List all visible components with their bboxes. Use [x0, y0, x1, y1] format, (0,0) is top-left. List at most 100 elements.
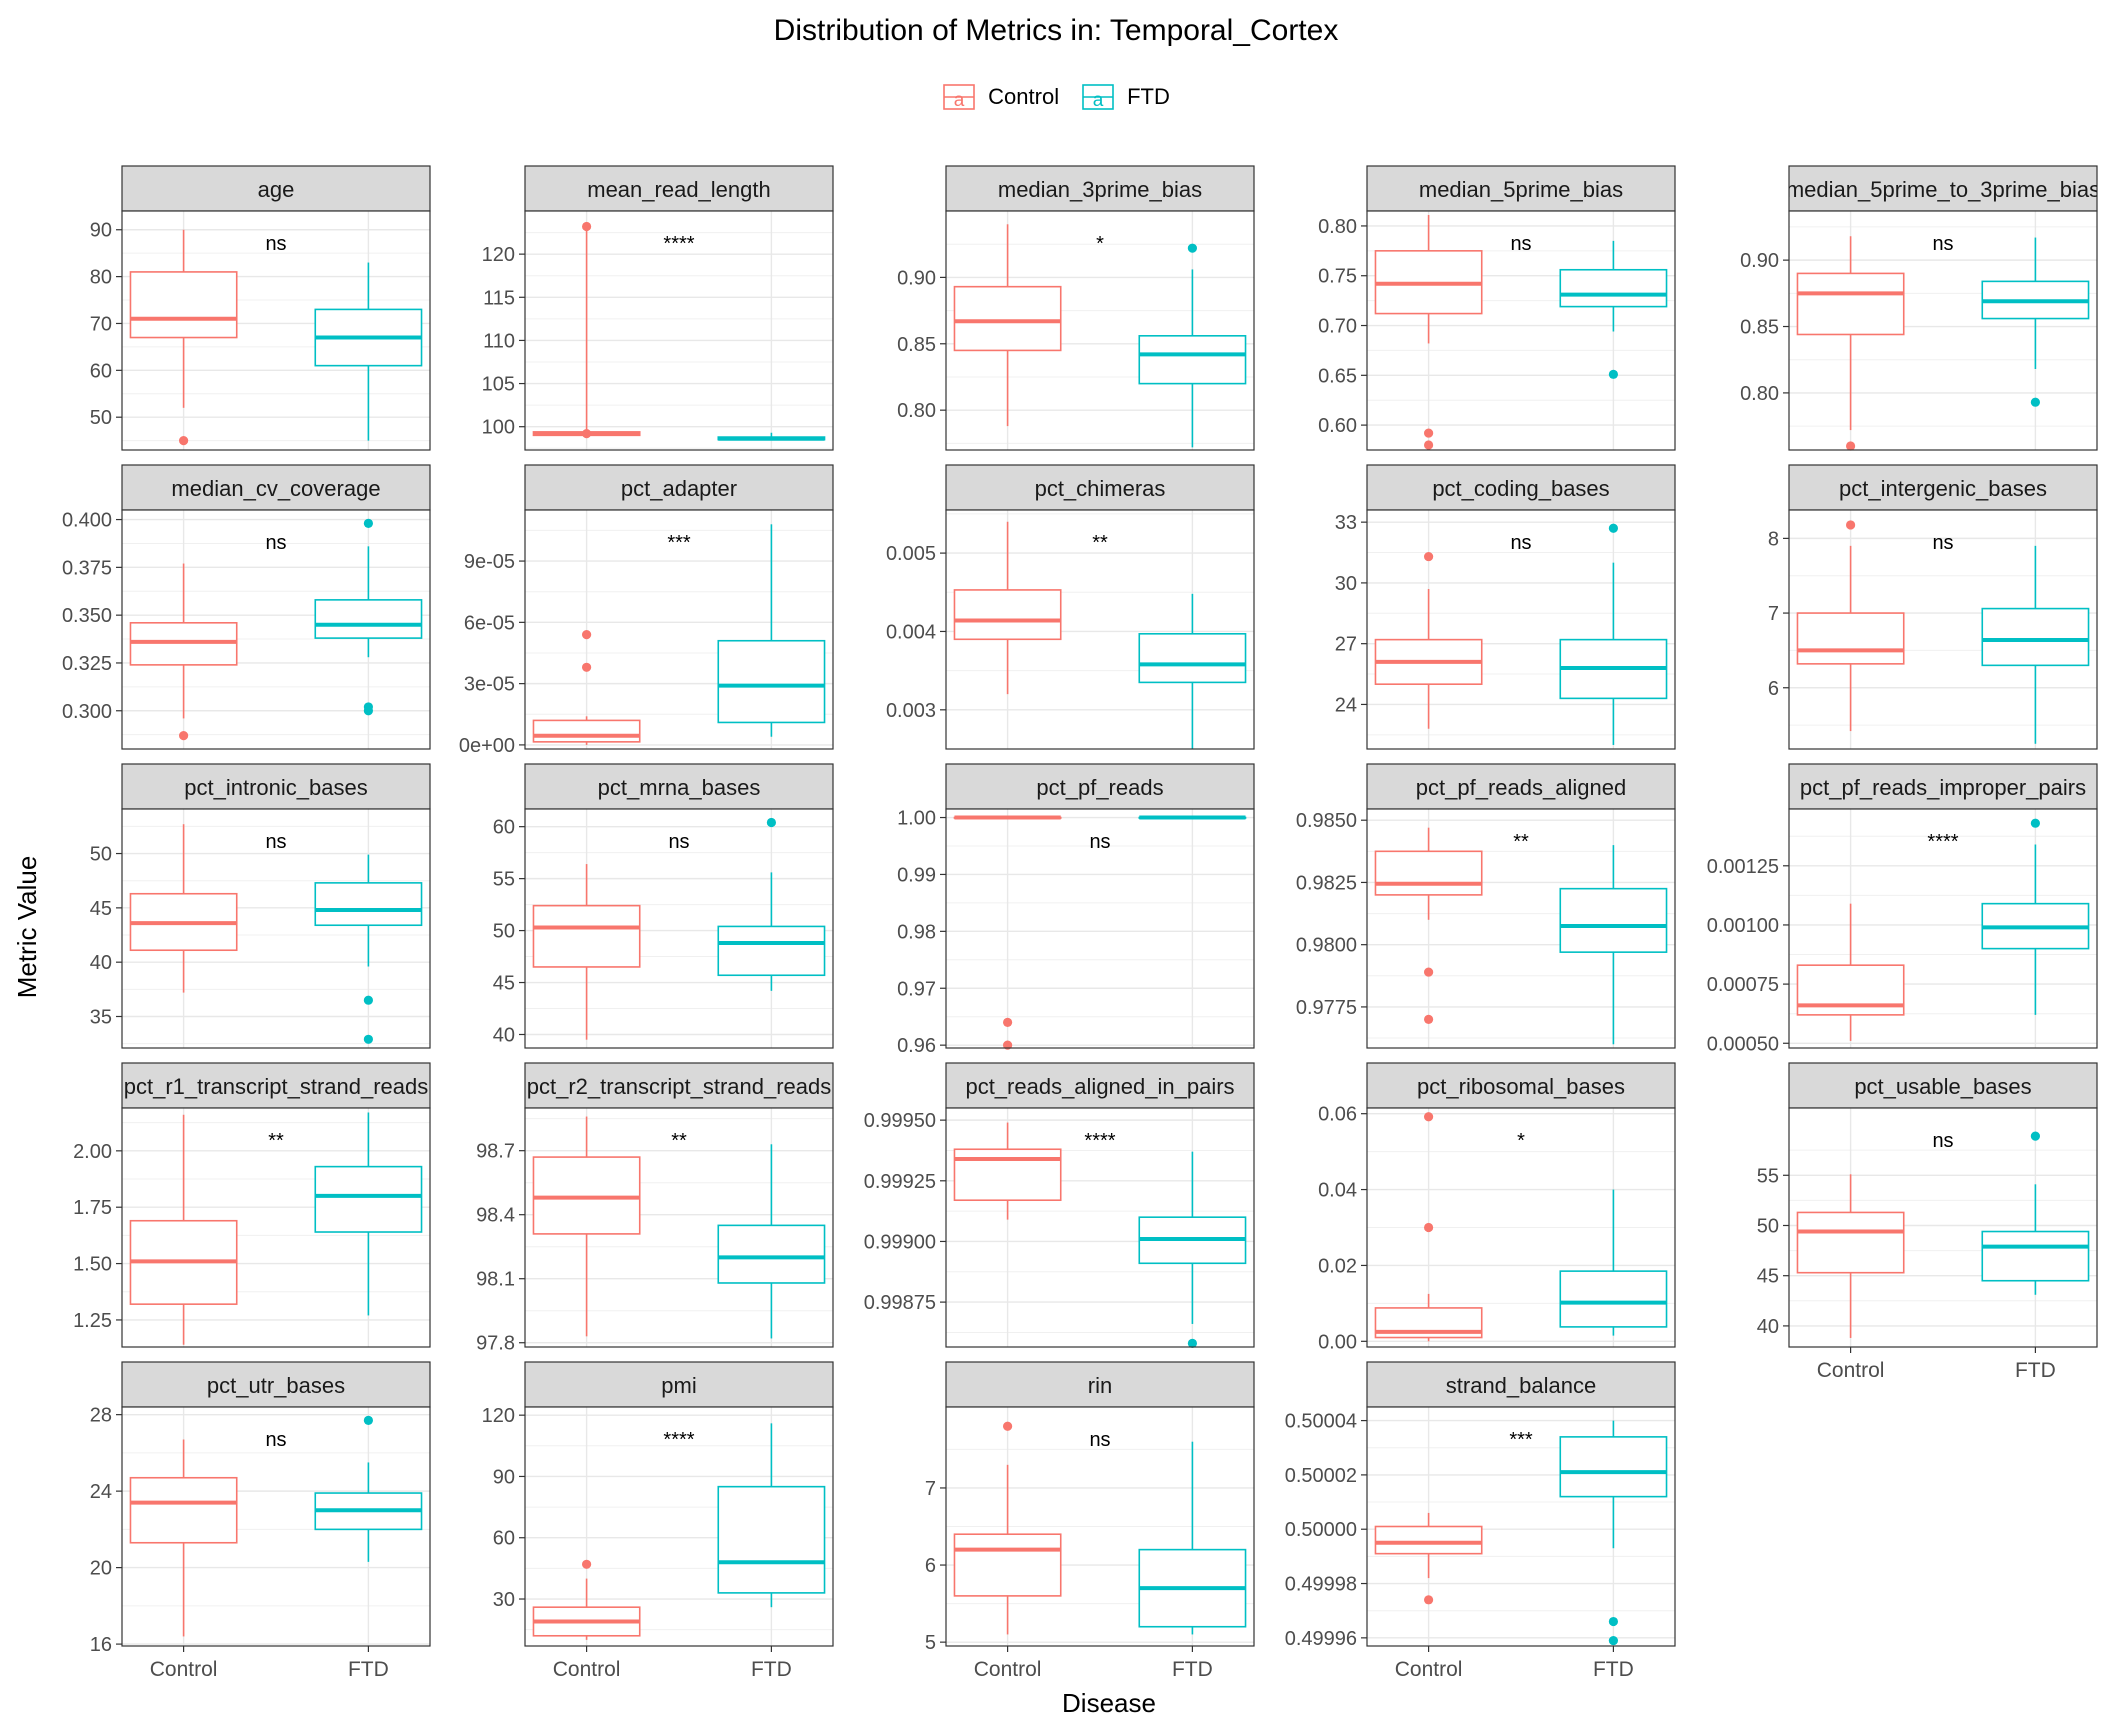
facet-strip-label: median_5prime_bias — [1419, 177, 1623, 202]
panel-border — [945, 1406, 1255, 1647]
box-control — [129, 563, 238, 741]
box-control — [1374, 827, 1483, 1024]
significance-label: ns — [1510, 233, 1531, 255]
facet-strip-label: pct_mrna_bases — [598, 775, 761, 800]
box-iqr — [953, 285, 1062, 352]
box-ftd — [1981, 818, 2090, 1015]
significance-label: ** — [268, 1130, 284, 1152]
box-iqr — [1374, 1525, 1483, 1555]
outlier-point — [1003, 1421, 1013, 1431]
y-tick-label: 35 — [90, 1006, 112, 1028]
facet-strip — [524, 1361, 834, 1408]
y-tick-label: 120 — [482, 244, 515, 266]
significance-label: ns — [265, 532, 286, 554]
y-tick-label: 0.99950 — [864, 1110, 936, 1132]
y-tick-label: 0.400 — [62, 510, 112, 532]
x-tick-label: Control — [974, 1658, 1042, 1681]
panel-background — [525, 211, 833, 450]
legend-label-ftd: FTD — [1127, 84, 1170, 109]
outlier-point — [1846, 441, 1856, 451]
x-tick-label: Control — [1817, 1359, 1885, 1382]
facet-strip — [121, 165, 431, 212]
facet-panels: agens5060708090mean_read_length****10010… — [62, 165, 2098, 1681]
facet-strip — [1366, 763, 1676, 810]
y-tick-label: 28 — [90, 1405, 112, 1427]
facet-strip — [121, 1361, 431, 1408]
box-ftd — [314, 262, 423, 441]
box-ftd — [717, 1423, 826, 1608]
outlier-point — [2030, 397, 2040, 407]
outlier-point — [582, 1559, 592, 1569]
box-ftd — [1138, 1441, 1247, 1635]
box-iqr — [1559, 1270, 1668, 1328]
y-tick-label: 40 — [90, 952, 112, 974]
significance-label: ns — [1510, 532, 1531, 554]
box-control — [532, 864, 641, 1040]
box-iqr — [532, 904, 641, 968]
facet-strip-label: pct_utr_bases — [207, 1373, 345, 1398]
y-tick-label: 100 — [482, 417, 515, 439]
panel-background — [1367, 510, 1675, 749]
y-tick-label: 0.50000 — [1285, 1519, 1357, 1541]
outlier-point — [1187, 243, 1197, 253]
box-ftd — [717, 524, 826, 737]
facet-strip-label: rin — [1088, 1373, 1112, 1398]
y-tick-label: 55 — [493, 869, 515, 891]
y-tick-label: 0.50004 — [1285, 1411, 1357, 1433]
y-tick-label: 7 — [925, 1478, 936, 1500]
y-tick-label: 0.80 — [1318, 216, 1357, 238]
panel-border — [1788, 1107, 2098, 1348]
outlier-point — [1846, 520, 1856, 530]
facet-pct-chimeras: pct_chimeras ** 0.003 0.004 0.005 — [886, 464, 1255, 750]
box-ftd — [1981, 237, 2090, 407]
y-tick-label: 0.70 — [1318, 316, 1357, 338]
y-tick-label: 40 — [1757, 1316, 1779, 1338]
y-tick-label: 98.7 — [476, 1141, 515, 1163]
y-tick-label: 1.50 — [73, 1254, 112, 1276]
y-tick-label: 45 — [1757, 1266, 1779, 1288]
panel-border — [945, 1107, 1255, 1348]
y-tick-label: 0.00 — [1318, 1331, 1357, 1353]
y-tick-label: 45 — [90, 898, 112, 920]
box-control — [953, 521, 1062, 695]
significance-label: *** — [1509, 1429, 1533, 1451]
y-tick-label: 9e-05 — [464, 551, 515, 573]
legend-key-ftd: a — [1081, 82, 1115, 112]
y-tick-label: 0.005 — [886, 543, 936, 565]
facet-strip — [121, 464, 431, 511]
box-iqr — [1559, 887, 1668, 953]
significance-label: **** — [1927, 831, 1958, 853]
y-tick-label: 30 — [493, 1589, 515, 1611]
y-tick-label: 30 — [1335, 573, 1357, 595]
y-tick-label: 0.49996 — [1285, 1628, 1357, 1650]
y-tick-label: 97.8 — [476, 1333, 515, 1355]
facet-pct-r1-transcript-strand-reads: pct_r1_transcript_strand_reads ** 1.25 1.50… — [73, 1062, 431, 1348]
facet-strip — [1788, 1062, 2098, 1109]
box-control — [532, 1116, 641, 1337]
facet-strip-label: pct_r1_transcript_strand_reads — [124, 1074, 429, 1099]
y-tick-label: 0.60 — [1318, 415, 1357, 437]
y-tick-label: 0.375 — [62, 557, 112, 579]
outlier-point — [1424, 1222, 1434, 1233]
box-control — [1796, 903, 1905, 1041]
box-iqr — [717, 639, 826, 724]
box-iqr — [1138, 633, 1247, 684]
outlier-point — [1424, 1014, 1434, 1024]
y-tick-label: 98.1 — [476, 1269, 515, 1291]
legend-item-ftd: a FTD — [1081, 82, 1170, 112]
box-iqr — [1559, 1436, 1668, 1498]
significance-label: ** — [1513, 831, 1529, 853]
facet-rin: rin ns 5 6 7 Control FTD — [925, 1361, 1255, 1681]
box-iqr — [129, 271, 238, 339]
y-tick-label: 90 — [90, 220, 112, 242]
y-tick-label: 0.97 — [897, 978, 936, 1000]
box-control — [953, 1122, 1062, 1220]
outlier-point — [363, 706, 373, 716]
outlier-point — [1424, 428, 1434, 438]
y-tick-label: 55 — [1757, 1165, 1779, 1187]
